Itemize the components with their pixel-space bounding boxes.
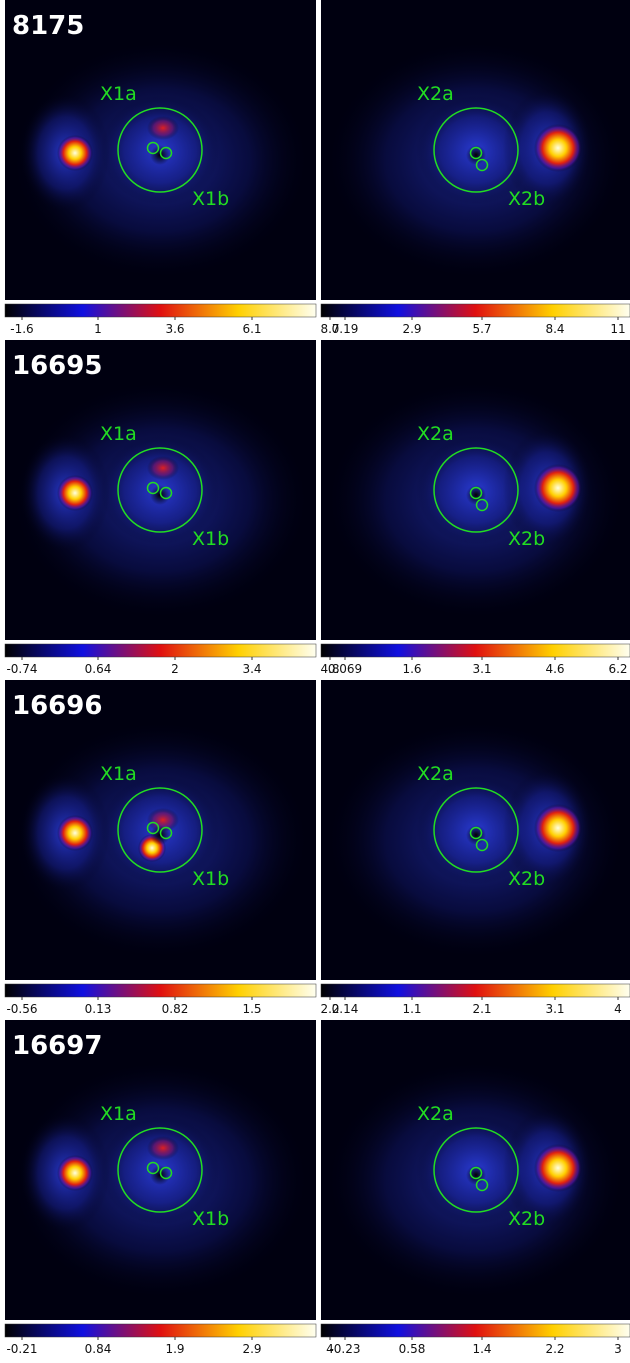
colorbar-tick-label: -0.74 — [6, 662, 37, 676]
source-label: X1a — [100, 423, 137, 445]
colorbar-tick-label: 4.6 — [545, 662, 564, 676]
colorbar-tick-label: 6.1 — [242, 322, 261, 336]
colorbar — [5, 644, 316, 657]
source-label: X1b — [192, 868, 229, 890]
x-ray-source — [57, 815, 93, 851]
colorbar-tick-label: 11 — [610, 322, 625, 336]
colorbar-tick-label: 1.9 — [165, 1342, 184, 1356]
colorbar — [321, 304, 630, 317]
colorbar-tick-label: -0.21 — [6, 1342, 37, 1356]
colorbar-tick-label: 3.1 — [472, 662, 491, 676]
colorbar-tick-label: -1.6 — [10, 322, 33, 336]
x-ray-source — [534, 804, 582, 852]
source-label: X2a — [417, 1103, 454, 1125]
source-label: X1b — [192, 1208, 229, 1230]
colorbar-tick-label: 0.82 — [162, 1002, 189, 1016]
colorbar-tick-label: -0.56 — [6, 1002, 37, 1016]
red-emission — [147, 456, 179, 480]
source-label: X1b — [192, 528, 229, 550]
colorbar-tick-label: 0.58 — [399, 1342, 426, 1356]
colorbar-tick-label: 1.5 — [242, 1002, 261, 1016]
colorbar-tick-label: 3 — [614, 1342, 622, 1356]
colorbar — [5, 304, 316, 317]
x-ray-source — [534, 124, 582, 172]
source-label: X2b — [508, 868, 545, 890]
observation-id: 16695 — [12, 351, 102, 381]
colorbar — [321, 984, 630, 997]
colorbar-tick-label: 0.19 — [332, 322, 359, 336]
source-label: X1a — [100, 83, 137, 105]
colorbar-tick-label: 0.13 — [85, 1002, 112, 1016]
colorbar-tick-label: 2.1 — [472, 1002, 491, 1016]
red-emission — [147, 1136, 179, 1160]
colorbar-tick-label: 3.1 — [545, 1002, 564, 1016]
x-ray-source — [57, 135, 93, 171]
x-ray-source — [57, 475, 93, 511]
colorbar-tick-label: 1.6 — [402, 662, 421, 676]
colorbar-tick-label: 1.4 — [472, 1342, 491, 1356]
colorbar-tick-label: 3.4 — [242, 662, 261, 676]
x-ray-source — [534, 464, 582, 512]
source-label: X2a — [417, 423, 454, 445]
colorbar-tick-label: 1 — [94, 322, 102, 336]
colorbar-tick-label: 4 — [614, 1002, 622, 1016]
source-label: X1a — [100, 1103, 137, 1125]
colorbar-tick-label: 0.84 — [85, 1342, 112, 1356]
source-label: X2b — [508, 1208, 545, 1230]
colorbar-tick-label: 0.069 — [328, 662, 362, 676]
observation-id: 16696 — [12, 691, 102, 721]
colorbar — [5, 1324, 316, 1337]
colorbar-tick-label: 2.9 — [242, 1342, 261, 1356]
colorbar-tick-label: 8.4 — [545, 322, 564, 336]
colorbar-tick-label: 0.14 — [332, 1002, 359, 1016]
figure: X1aX1b-1.613.66.18.7X2aX2b0.192.95.78.41… — [0, 0, 630, 1363]
x-ray-source — [534, 1144, 582, 1192]
red-emission — [147, 116, 179, 140]
colorbar-tick-label: 5.7 — [472, 322, 491, 336]
colorbar-tick-label: 2.2 — [545, 1342, 564, 1356]
colorbar — [5, 984, 316, 997]
colorbar-tick-label: 2 — [171, 662, 179, 676]
source-label: X1a — [100, 763, 137, 785]
source-label: X1b — [192, 188, 229, 210]
colorbar-tick-label: 6.2 — [608, 662, 627, 676]
colorbar-tick-label: 3.6 — [165, 322, 184, 336]
colorbar — [321, 644, 630, 657]
source-label: X2b — [508, 528, 545, 550]
source-label: X2a — [417, 763, 454, 785]
source-label: X2b — [508, 188, 545, 210]
colorbar-tick-label: -0.23 — [329, 1342, 360, 1356]
colorbar — [321, 1324, 630, 1337]
colorbar-tick-label: 1.1 — [402, 1002, 421, 1016]
colorbar-tick-label: 0.64 — [85, 662, 112, 676]
observation-id: 16697 — [12, 1031, 102, 1061]
colorbar-tick-label: 2.9 — [402, 322, 421, 336]
observation-id: 8175 — [12, 11, 84, 41]
x-ray-source — [57, 1155, 93, 1191]
source-label: X2a — [417, 83, 454, 105]
